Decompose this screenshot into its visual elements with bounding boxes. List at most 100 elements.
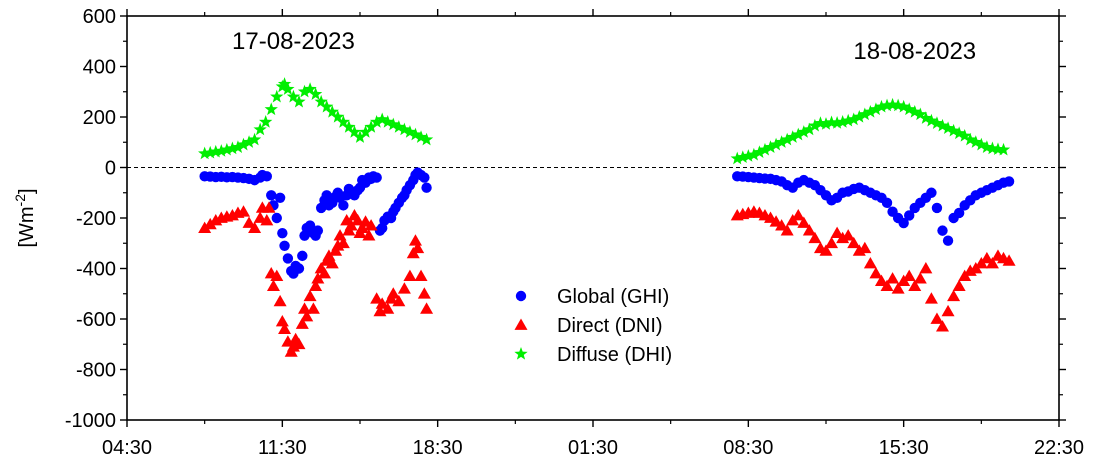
- dhi-point: [747, 147, 761, 161]
- ghi-point: [931, 202, 943, 214]
- ghi-point: [321, 190, 332, 201]
- series-dhi: [198, 77, 1011, 165]
- ghi-point: [926, 187, 937, 198]
- dni-point: [198, 221, 212, 233]
- dni-point: [298, 302, 312, 314]
- dhi-point: [797, 125, 811, 138]
- ghi-point: [881, 197, 893, 209]
- dni-point: [775, 219, 789, 231]
- dhi-point: [824, 115, 839, 129]
- dni-point: [203, 217, 217, 230]
- dni-point: [952, 279, 966, 292]
- dhi-point: [869, 102, 883, 116]
- dhi-point: [419, 132, 434, 146]
- dni-point: [1002, 254, 1016, 266]
- dni-point: [364, 219, 378, 231]
- dni-point: [397, 282, 411, 294]
- dni-point: [891, 282, 905, 294]
- dhi-point: [736, 150, 750, 164]
- dni-point: [386, 287, 400, 299]
- dni-point: [306, 302, 320, 314]
- data-points-layer: [198, 77, 1016, 357]
- dhi-point: [314, 94, 328, 108]
- dni-point: [237, 205, 250, 217]
- dhi-point: [220, 142, 234, 156]
- x-tick-label: 22:30: [1034, 437, 1084, 459]
- dhi-point: [369, 115, 384, 128]
- dhi-point: [325, 104, 339, 118]
- dhi-point: [353, 130, 367, 143]
- dhi-point: [946, 123, 961, 137]
- dni-point: [248, 221, 262, 233]
- legend-label: Diffuse (DHI): [557, 344, 672, 366]
- dni-point: [947, 289, 961, 302]
- dhi-point: [297, 84, 312, 98]
- dni-point: [262, 201, 276, 213]
- dni-point: [414, 269, 428, 281]
- dhi-point: [958, 128, 972, 142]
- dni-point: [908, 279, 922, 292]
- dhi-point: [336, 115, 351, 128]
- dhi-point: [358, 125, 373, 138]
- x-tick-label: 08:30: [723, 437, 773, 459]
- dhi-point: [963, 132, 977, 146]
- dni-point: [411, 241, 425, 254]
- dni-point: [278, 322, 292, 334]
- dni-point: [362, 229, 376, 241]
- legend-marker-dhi: [514, 347, 528, 360]
- dni-point: [273, 294, 287, 307]
- y-tick-label: 400: [83, 57, 116, 79]
- dhi-point: [841, 113, 855, 127]
- legend: Global (GHI) Direct (DNI) Diffuse (DHI): [514, 286, 672, 366]
- dhi-point: [231, 140, 245, 153]
- ghi-point: [266, 190, 277, 201]
- dhi-point: [198, 146, 212, 160]
- x-tick-label: 04:30: [102, 437, 152, 459]
- dhi-point: [858, 107, 872, 121]
- dni-point: [985, 256, 999, 269]
- dhi-point: [214, 144, 228, 157]
- dhi-point: [924, 113, 939, 127]
- x-tick-label: 15:30: [879, 437, 929, 459]
- dni-point: [317, 267, 331, 279]
- dhi-point: [308, 87, 323, 100]
- y-axis-label-base: [Wm: [16, 206, 38, 247]
- legend-label: Direct (DNI): [557, 315, 663, 337]
- ghi-point: [297, 250, 308, 262]
- axes-layer: 600 400 200 0 -200 -400 -600 -800 -1000 04:30 11:3…: [65, 6, 1084, 459]
- ghi-point: [953, 207, 965, 219]
- dni-point: [242, 216, 256, 228]
- date-annotation: 17-08-2023: [232, 28, 355, 55]
- ghi-point: [371, 172, 382, 183]
- ghi-point: [293, 263, 305, 274]
- dni-point: [797, 216, 811, 228]
- dni-point: [802, 224, 816, 236]
- dhi-point: [847, 112, 861, 126]
- y-tick-label: -800: [76, 360, 116, 382]
- dni-point: [886, 272, 900, 284]
- y-tick-label: 200: [83, 107, 116, 129]
- dni-point: [275, 315, 289, 327]
- dhi-point: [414, 130, 428, 143]
- dhi-point: [952, 126, 966, 140]
- y-tick-label: -400: [76, 259, 116, 281]
- dni-point: [819, 244, 833, 256]
- dhi-point: [874, 99, 889, 113]
- dhi-point: [209, 144, 223, 158]
- ghi-point: [904, 210, 915, 221]
- dni-point: [420, 302, 434, 314]
- dni-point: [351, 214, 365, 226]
- dni-point: [808, 231, 822, 244]
- ghi-point: [274, 192, 286, 203]
- dhi-point: [364, 120, 378, 133]
- dni-point: [300, 309, 314, 322]
- dhi-point: [403, 125, 417, 138]
- dni-point: [936, 320, 949, 332]
- legend-item: Diffuse (DHI): [514, 344, 672, 366]
- ghi-point: [898, 217, 909, 229]
- dhi-point: [808, 118, 822, 132]
- dhi-point: [919, 111, 933, 124]
- ghi-point: [277, 227, 288, 239]
- dhi-point: [277, 77, 292, 90]
